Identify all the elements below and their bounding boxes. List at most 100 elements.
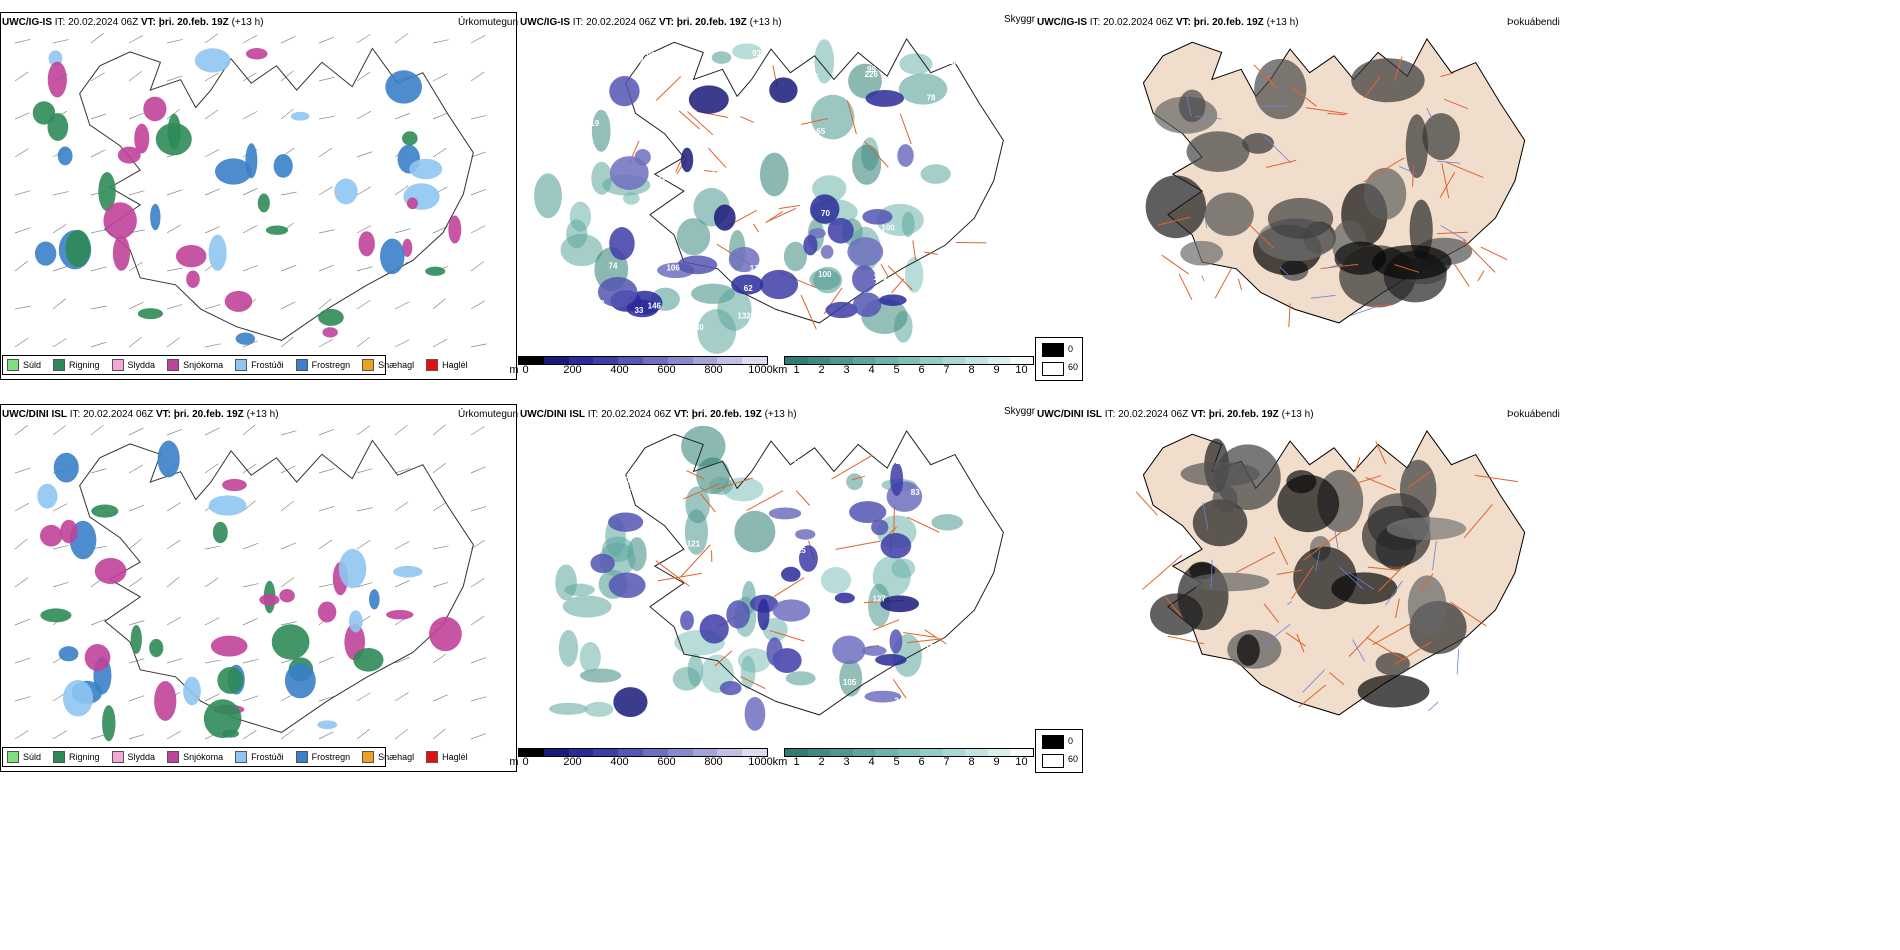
road-network: [1135, 441, 1518, 712]
legend-label: Súld: [23, 360, 42, 370]
visibility-value-label: 85: [810, 73, 819, 82]
legend-swatch: [295, 751, 308, 763]
scale-unit: m: [509, 756, 519, 768]
legend-label: Snjókoma: [183, 360, 224, 370]
forecast-row: UWC/IG-IS IT: 20.02.2024 06Z VT: þri. 20…: [0, 0, 1900, 392]
visibility-value-label: 119: [586, 119, 599, 128]
fog-panel-type: Þokuábendi: [1507, 17, 1560, 28]
cloud-legend-dark-label: 0: [1068, 736, 1074, 746]
legend-label: Frostregn: [311, 360, 351, 370]
scale-tick: 4: [868, 364, 875, 376]
scale-tick: 200: [563, 756, 582, 768]
visibility-value-label: 53: [860, 633, 869, 642]
legend-item: Rigning: [53, 751, 100, 763]
legend-item: Haglél: [426, 751, 468, 763]
fog-panel-type: Þokuábendi: [1507, 409, 1560, 420]
visibility-value-label: 91: [665, 320, 674, 329]
cloud-legend-dark: [1042, 735, 1064, 749]
fog-panel-title: UWC/IG-IS IT: 20.02.2024 06Z VT: þri. 20…: [1037, 17, 1299, 28]
legend-item: Haglél: [426, 359, 468, 371]
legend-swatch: [426, 751, 439, 763]
scale-tick: 0: [522, 756, 529, 768]
model-label: UWC/IG-IS: [1037, 17, 1087, 28]
scale-tick: 2: [818, 364, 825, 376]
scale-ticks-km: km 1 2 3 4 5 6 7 8 9 10: [773, 756, 1034, 770]
visibility-value-label: 100: [818, 270, 832, 279]
it-label: IT:: [54, 17, 66, 28]
visibility-map: 1338488689310011119741091041001309910762…: [518, 12, 1033, 357]
fog-map: [1035, 12, 1555, 357]
visibility-value-label: 93: [752, 49, 761, 58]
lead: (+13 h): [764, 409, 797, 420]
legend-label: Snjókoma: [183, 752, 224, 762]
legend-label: Snæhagl: [378, 360, 415, 370]
legend-swatch: [7, 359, 19, 371]
scale-tick: 5: [893, 364, 900, 376]
it-label: IT:: [1104, 409, 1116, 420]
vt-value: þri. 20.feb. 19Z: [158, 17, 229, 28]
precip-type-panel: [0, 404, 517, 772]
precip-cells: [32, 48, 462, 345]
legend-item: Slydda: [111, 359, 155, 371]
scale-tick: 4: [868, 756, 875, 768]
legend-item: Frostúði: [235, 359, 284, 371]
fog-map: [1035, 404, 1555, 749]
legend-label: Rigning: [69, 752, 100, 762]
scale-tick: 3: [843, 364, 850, 376]
vt-label: VT:: [140, 17, 156, 28]
precip-cells: [37, 440, 462, 742]
scale-tick: 8: [968, 364, 975, 376]
visibility-value-label: 89: [585, 574, 594, 583]
visibility-value-label: 88: [620, 59, 629, 68]
visibility-value-label: 74: [609, 262, 618, 271]
road-network: [1157, 56, 1508, 328]
visibility-value-label: 100: [658, 173, 672, 182]
scale-tick: 800: [704, 364, 723, 376]
legend-swatch: [167, 751, 180, 763]
fog-shading: [1145, 58, 1473, 308]
visibility-value-label: 92: [647, 51, 656, 60]
visibility-value-label: 228: [591, 299, 605, 308]
model-label: UWC/DINI ISL: [2, 409, 67, 420]
visibility-value-label: 93: [643, 112, 652, 121]
cloud-legend-light: [1042, 754, 1064, 768]
cloud-legend-light: [1042, 362, 1064, 376]
visibility-value-label: 68: [757, 223, 766, 232]
legend-label: Súld: [23, 752, 42, 762]
visibility-value-label: 100: [881, 224, 895, 233]
visibility-panel-title: UWC/IG-IS IT: 20.02.2024 06Z VT: þri. 20…: [520, 17, 782, 28]
cloud-legend: 0 60: [1035, 729, 1083, 773]
scale-unit: km: [772, 756, 788, 768]
legend-label: Frostregn: [311, 752, 351, 762]
cloud-legend: 0 60: [1035, 337, 1083, 381]
visibility-panel-type: Skyggni: [1004, 406, 1040, 417]
iceland-coastline: [79, 439, 474, 734]
visibility-value-label: 113: [941, 702, 954, 711]
forecast-row: UWC/DINI ISL IT: 20.02.2024 06Z VT: þri.…: [0, 392, 1900, 784]
visibility-value-label: 64: [728, 639, 737, 648]
lead: (+13 h): [1266, 17, 1299, 28]
visibility-value-label: 81: [677, 700, 686, 709]
it-label: IT:: [1089, 17, 1101, 28]
cloud-legend-light-label: 60: [1068, 754, 1079, 764]
visibility-value-label: 146: [648, 302, 662, 311]
it-label: IT:: [572, 17, 584, 28]
vt-value: þri. 20.feb. 19Z: [1208, 409, 1279, 420]
precip-panel-type: Úrkomutegund: [458, 409, 524, 420]
visibility-map: 215 175 101 113 130 105 81 104 64 53 89 121 127 215 22…: [518, 404, 1033, 749]
lead-time: (+13 h): [231, 17, 264, 28]
precip-panel-type: Úrkomutegund: [458, 17, 524, 28]
it-label: IT:: [69, 409, 81, 420]
iceland-coastline: [625, 429, 1004, 716]
it-value: 20.02.2024 06Z: [68, 17, 139, 28]
visibility-value-label: 220: [932, 437, 946, 446]
cloud-legend-dark: [1042, 343, 1064, 357]
visibility-value-label: 90: [922, 598, 931, 607]
it-label: IT:: [587, 409, 599, 420]
visibility-value-label: 101: [949, 57, 963, 66]
legend-swatch: [53, 751, 66, 763]
cloud-legend-dark-label: 0: [1068, 344, 1074, 354]
legend-label: Snæhagl: [378, 752, 415, 762]
legend-item: Snjókoma: [167, 359, 223, 371]
lead: (+13 h): [749, 17, 782, 28]
